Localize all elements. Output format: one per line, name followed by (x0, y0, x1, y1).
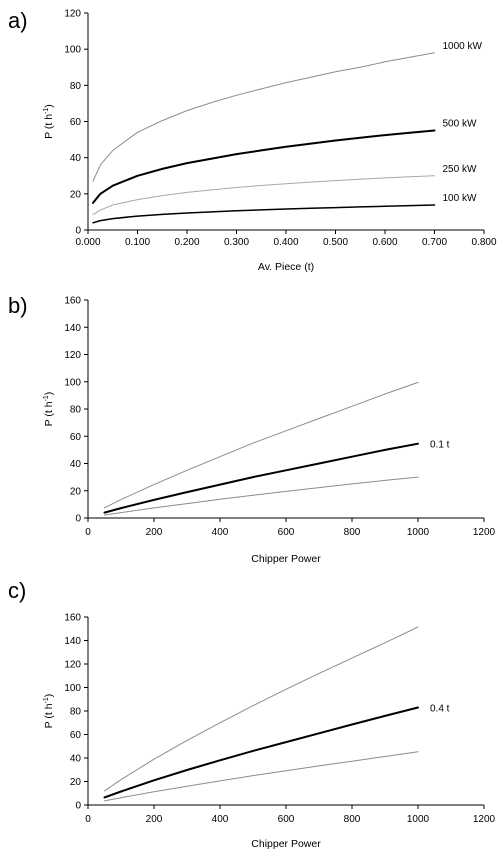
y-axis-title: P (t h-1) (43, 104, 55, 139)
series-line (104, 476, 419, 516)
y-tick-label: 0 (75, 226, 81, 237)
y-tick-label: 120 (64, 9, 81, 20)
series-label: 0.4 t (430, 703, 450, 714)
x-tick-label: 400 (212, 814, 229, 825)
x-tick-label: 0.200 (174, 237, 199, 248)
y-tick-label: 60 (70, 730, 82, 741)
y-tick-label: 140 (64, 323, 81, 334)
y-axis-title-sup: -1 (43, 395, 50, 401)
series-line (92, 52, 435, 182)
y-tick-label: 100 (64, 683, 81, 694)
chart-panel-b: b) 0 20 40 60 80 100 120 140 160 0 200 400 600 800 100… (0, 285, 500, 570)
y-axis-title: P (t h-1) (43, 694, 55, 729)
y-tick-label: 120 (64, 660, 81, 671)
series-line (104, 381, 419, 509)
y-tick-label: 0 (75, 514, 81, 525)
y-tick-label: 160 (64, 613, 81, 624)
panel-label-b: b) (8, 293, 28, 318)
y-axis-title-main: P (t h (43, 703, 55, 728)
y-tick-label: 40 (70, 754, 82, 765)
y-tick-label: 0 (75, 801, 81, 812)
y-axis-title: P (t h-1) (43, 392, 55, 427)
y-tick-label: 20 (70, 777, 82, 788)
y-axis-title-end: ) (43, 392, 55, 396)
y-tick-label: 80 (70, 405, 82, 416)
panel-label-c: c) (8, 578, 27, 603)
series-line (103, 706, 419, 799)
x-tick-label: 0 (85, 527, 91, 538)
series-label: 0.1 t (430, 440, 450, 451)
x-tick-label: 0.800 (471, 237, 496, 248)
y-tick-label: 60 (70, 432, 82, 443)
chart-panel-a: a) 0 20 40 60 80 100 120 0.000 0.100 0.200 0.300 0.… (0, 0, 500, 285)
y-tick-label: 160 (64, 296, 81, 307)
y-tick-label: 80 (70, 707, 82, 718)
y-tick-label: 120 (64, 350, 81, 361)
y-tick-label: 60 (70, 117, 82, 128)
y-tick-label: 100 (64, 377, 81, 388)
series-line (92, 175, 435, 216)
series-label: 100 kW (443, 193, 477, 204)
y-axis-title-main: P (t h (43, 401, 55, 426)
series-line (103, 442, 419, 514)
x-tick-label: 0.400 (273, 237, 298, 248)
y-axis-title-end: ) (43, 694, 55, 698)
x-tick-label: 400 (212, 527, 229, 538)
x-axis-title: Chipper Power (251, 553, 321, 565)
y-tick-label: 40 (70, 153, 82, 164)
panel-label-a: a) (8, 8, 28, 33)
y-tick-label: 140 (64, 636, 81, 647)
x-tick-label: 0.100 (125, 237, 150, 248)
series-line (92, 129, 436, 204)
y-tick-label: 20 (70, 486, 82, 497)
x-tick-label: 600 (278, 814, 295, 825)
y-tick-label: 100 (64, 45, 81, 56)
x-tick-label: 1000 (407, 814, 430, 825)
x-tick-label: 200 (146, 527, 163, 538)
y-axis-title-main: P (t h (43, 114, 55, 139)
x-tick-label: 0.700 (422, 237, 447, 248)
x-tick-label: 200 (146, 814, 163, 825)
x-tick-label: 600 (278, 527, 295, 538)
y-tick-label: 40 (70, 459, 82, 470)
x-axis-title: Av. Piece (t) (258, 261, 314, 273)
y-tick-label: 80 (70, 81, 82, 92)
y-tick-label: 20 (70, 189, 82, 200)
chart-panel-c: c) 0 20 40 60 80 100 120 140 160 0 200 400 600 800 100… (0, 570, 500, 855)
series-label: 500 kW (443, 119, 477, 130)
x-tick-label: 1200 (473, 527, 496, 538)
y-axis-title-sup: -1 (43, 697, 50, 703)
x-tick-label: 1000 (407, 527, 430, 538)
series-line (104, 751, 419, 802)
chart-a-svg: 0 20 40 60 80 100 120 0.000 0.100 0.200 0.300 0.400… (43, 9, 497, 274)
x-tick-label: 800 (344, 814, 361, 825)
series-line (92, 204, 436, 224)
x-tick-label: 800 (344, 527, 361, 538)
y-axis-title-end: ) (43, 104, 55, 108)
series-line (104, 626, 419, 792)
series-label: 1000 kW (443, 41, 483, 52)
series-label: 250 kW (443, 164, 477, 175)
x-tick-label: 0.600 (372, 237, 397, 248)
x-tick-label: 0.500 (323, 237, 348, 248)
chart-b-svg: 0 20 40 60 80 100 120 140 160 0 200 400 600 800 1000 12… (43, 296, 496, 566)
x-axis-title: Chipper Power (251, 838, 321, 850)
chart-c-svg: 0 20 40 60 80 100 120 140 160 0 200 400 600 800 1000 12… (43, 613, 496, 851)
y-axis-title-sup: -1 (43, 108, 50, 114)
x-tick-label: 0 (85, 814, 91, 825)
x-tick-label: 0.000 (75, 237, 100, 248)
x-tick-label: 1200 (473, 814, 496, 825)
x-tick-label: 0.300 (224, 237, 249, 248)
